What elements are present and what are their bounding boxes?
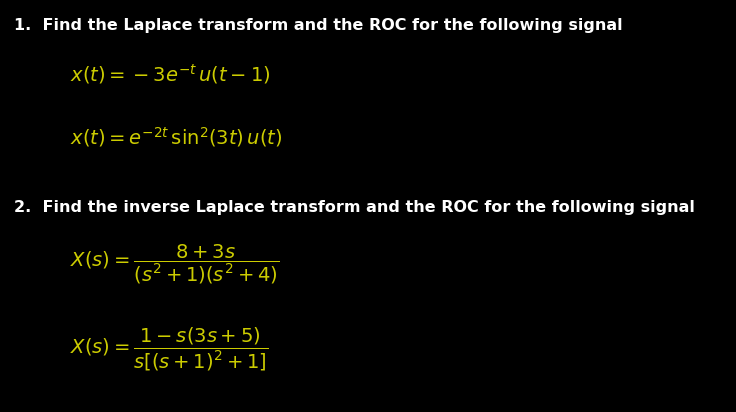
Text: $X(s) = \dfrac{1-s(3s+5)}{s[(s+1)^2+1]}$: $X(s) = \dfrac{1-s(3s+5)}{s[(s+1)^2+1]}$ xyxy=(70,325,269,372)
Text: $x(t) = e^{-2t}\,\sin^2\!(3t)\, u(t)$: $x(t) = e^{-2t}\,\sin^2\!(3t)\, u(t)$ xyxy=(70,125,283,149)
Text: $x(t) = -3e^{-t}\, u(t-1)$: $x(t) = -3e^{-t}\, u(t-1)$ xyxy=(70,62,271,86)
Text: $X(s) = \dfrac{8+3s}{(s^2+1)(s^2+4)}$: $X(s) = \dfrac{8+3s}{(s^2+1)(s^2+4)}$ xyxy=(70,242,279,286)
Text: 1.  Find the Laplace transform and the ROC for the following signal: 1. Find the Laplace transform and the RO… xyxy=(14,18,623,33)
Text: 2.  Find the inverse Laplace transform and the ROC for the following signal: 2. Find the inverse Laplace transform an… xyxy=(14,200,695,215)
